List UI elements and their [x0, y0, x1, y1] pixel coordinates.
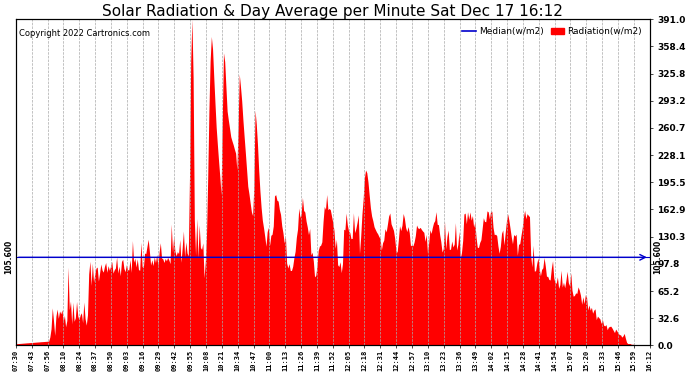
- Title: Solar Radiation & Day Average per Minute Sat Dec 17 16:12: Solar Radiation & Day Average per Minute…: [102, 4, 563, 19]
- Text: 105.600: 105.600: [3, 240, 12, 274]
- Text: 105.600: 105.600: [653, 240, 662, 274]
- Legend: Median(w/m2), Radiation(w/m2): Median(w/m2), Radiation(w/m2): [459, 24, 645, 40]
- Text: Copyright 2022 Cartronics.com: Copyright 2022 Cartronics.com: [19, 29, 150, 38]
